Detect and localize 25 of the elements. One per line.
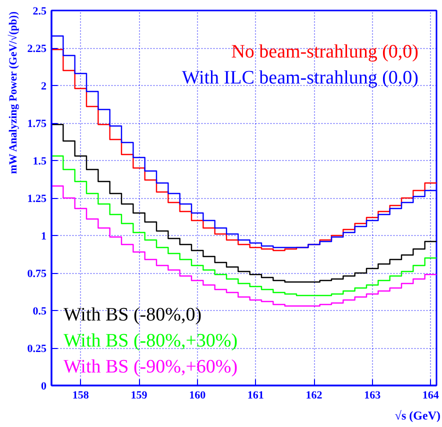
y-tick-label: 2 — [41, 80, 47, 92]
y-tick-label: 1.25 — [27, 193, 47, 205]
y-tick-label: 0.25 — [27, 343, 47, 355]
x-tick-label: 158 — [72, 390, 90, 402]
y-tick-label: 2.5 — [32, 6, 47, 18]
y-tick-label: 0.5 — [32, 306, 47, 318]
y-tick-label: 2.25 — [27, 43, 47, 55]
text: With BS (-80%,0) — [64, 304, 202, 326]
x-tick-label: 161 — [247, 390, 264, 402]
x-tick-label: 159 — [130, 390, 148, 402]
y-axis-title: mW Analyzing Power (GeV/√(pb)) — [8, 11, 20, 174]
y-tick-label: 1 — [41, 230, 46, 242]
x-axis-title: √s (GeV) — [394, 408, 441, 422]
y-tick-label: 0 — [41, 380, 47, 392]
text: With ILC beam-strahlung (0,0) — [182, 68, 419, 88]
y-tick-label: 1.5 — [32, 156, 47, 168]
text: With BS (-80%,+30%) — [64, 330, 238, 352]
y-tick-label: 1.75 — [27, 118, 47, 130]
x-tick-label: 164 — [422, 390, 440, 402]
y-tick-label: 0.75 — [27, 268, 47, 280]
text: No beam-strahlung (0,0) — [231, 42, 419, 62]
text: With BS (-90%,+60%) — [64, 356, 238, 378]
x-tick-label: 162 — [306, 390, 323, 402]
x-tick-label: 163 — [364, 390, 382, 402]
x-tick-label: 160 — [189, 390, 206, 402]
